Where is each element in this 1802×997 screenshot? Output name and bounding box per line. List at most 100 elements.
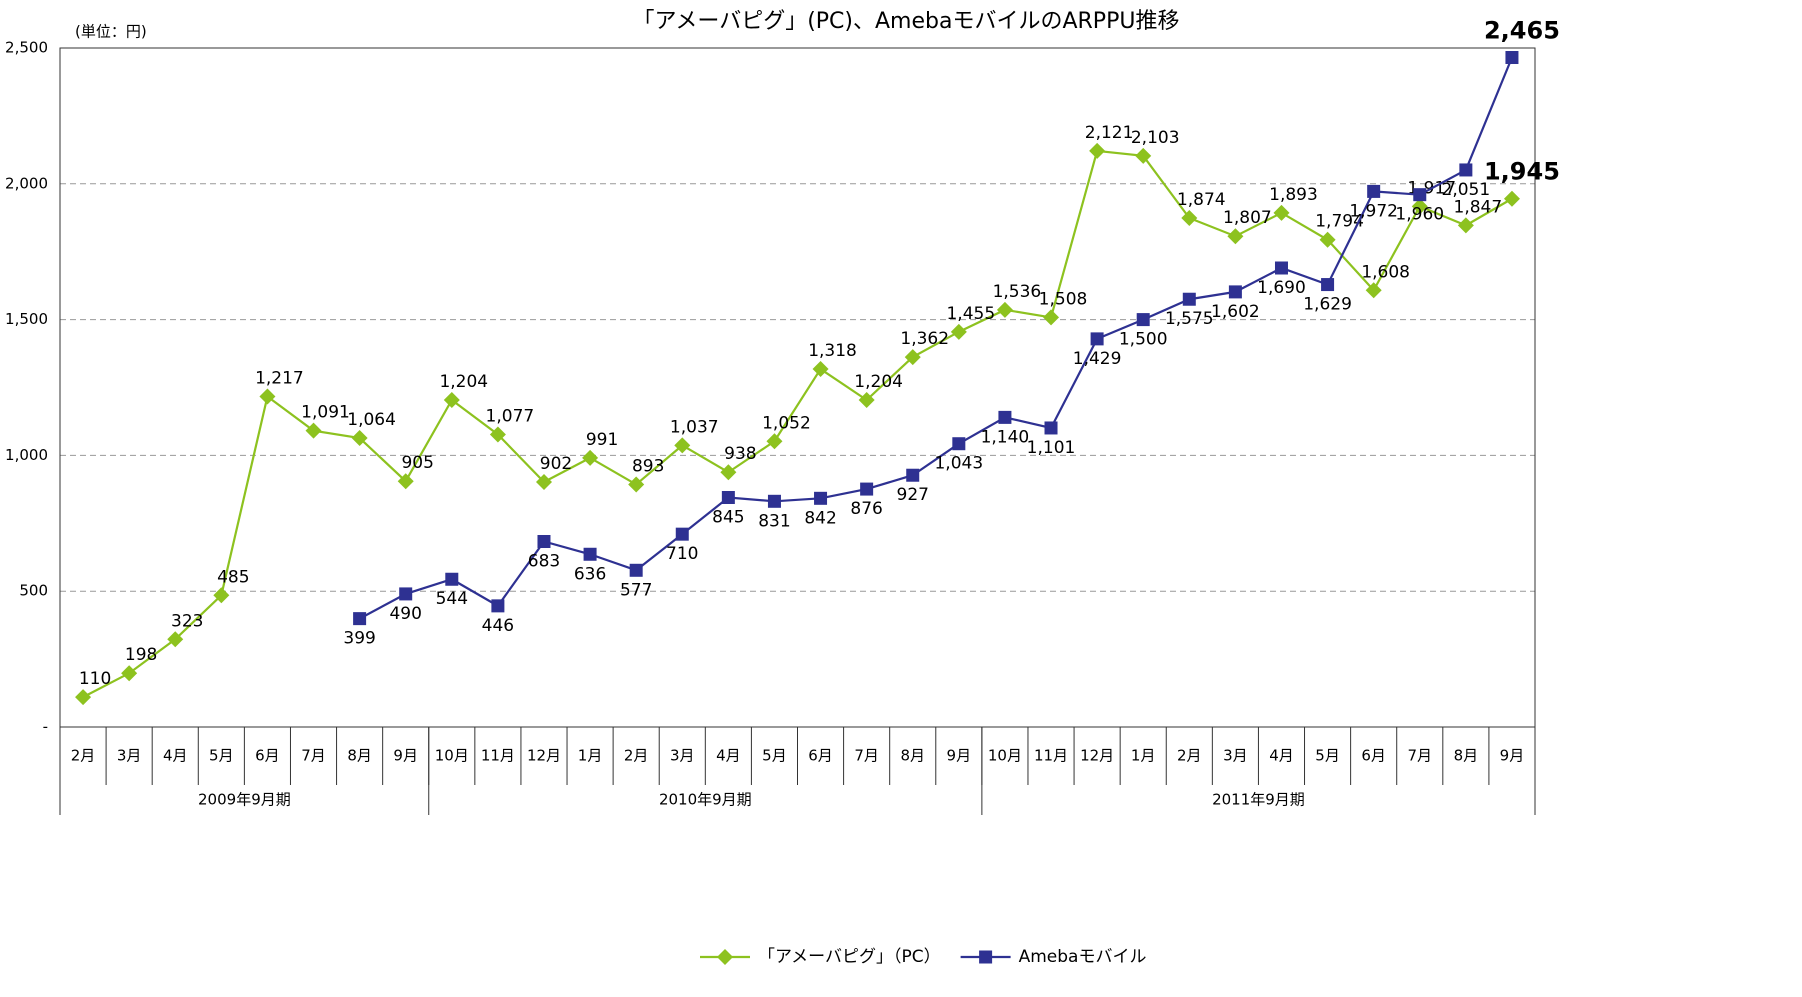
point-marker	[491, 599, 505, 613]
data-label: 1,972	[1349, 201, 1398, 221]
data-label: 1,037	[670, 417, 719, 437]
point-marker	[628, 476, 645, 493]
data-label: 1,043	[934, 454, 983, 474]
point-marker	[629, 563, 643, 577]
x-tick-label: 3月	[670, 747, 695, 765]
x-tick-label: 5月	[1315, 747, 1340, 765]
point-marker	[443, 391, 460, 408]
x-tick-label: 3月	[1223, 747, 1248, 765]
data-label: 1,101	[1027, 438, 1076, 458]
data-label: 876	[850, 499, 882, 519]
data-label: 905	[401, 453, 433, 473]
y-tick-label: -	[43, 718, 48, 736]
data-label: 902	[540, 454, 572, 474]
chart-title: 「アメーバピグ」(PC)、AmebaモバイルのARPPU推移	[633, 9, 1180, 34]
x-tick-label: 7月	[301, 747, 326, 765]
x-tick-label: 12月	[1080, 747, 1114, 765]
x-tick-label: 5月	[209, 747, 234, 765]
data-label: 1,608	[1361, 262, 1410, 282]
point-marker	[583, 547, 597, 561]
series-line	[82, 149, 1513, 699]
point-marker	[399, 587, 413, 601]
x-tick-label: 6月	[808, 747, 833, 765]
data-label: 683	[528, 551, 560, 571]
data-label: 446	[482, 616, 514, 636]
point-marker	[721, 490, 735, 504]
point-marker	[767, 494, 781, 508]
data-label: 544	[436, 589, 468, 609]
data-label: 490	[389, 604, 421, 624]
point-marker	[121, 665, 138, 682]
point-marker	[259, 388, 276, 405]
point-marker	[1505, 51, 1519, 65]
data-label: 2,051	[1442, 180, 1491, 200]
point-marker	[1089, 142, 1106, 159]
point-marker	[674, 437, 691, 454]
point-marker	[1136, 313, 1150, 327]
data-label: 831	[758, 511, 790, 531]
point-marker	[950, 323, 967, 340]
point-marker	[906, 468, 920, 482]
x-tick-label: 6月	[1361, 747, 1386, 765]
y-tick-label: 2,500	[5, 39, 48, 57]
point-marker	[675, 527, 689, 541]
point-marker	[351, 430, 368, 447]
data-label: 893	[632, 456, 664, 476]
unit-label: (単位：円)	[75, 23, 147, 41]
data-label: 1,874	[1177, 190, 1226, 210]
point-marker	[952, 437, 966, 451]
x-tick-label: 2月	[624, 747, 649, 765]
x-tick-label: 8月	[900, 747, 925, 765]
x-tick-label: 8月	[1454, 747, 1479, 765]
point-marker	[1365, 282, 1382, 299]
data-label: 110	[79, 669, 111, 689]
data-label: 1,893	[1269, 185, 1318, 205]
x-tick-label: 3月	[117, 747, 142, 765]
group-label: 2009年9月期	[198, 791, 291, 809]
data-label: 1,429	[1073, 349, 1122, 369]
point-marker	[397, 473, 414, 490]
point-marker	[1457, 217, 1474, 234]
x-tick-label: 11月	[481, 747, 515, 765]
x-tick-label: 10月	[988, 747, 1022, 765]
data-label: 1,140	[981, 427, 1030, 447]
point-marker	[535, 474, 552, 491]
point-marker	[998, 410, 1012, 424]
data-label: 1,508	[1039, 289, 1088, 309]
point-marker	[1459, 163, 1473, 177]
x-tick-label: 9月	[1500, 747, 1525, 765]
data-label: 1,629	[1303, 295, 1352, 315]
x-tick-label: 12月	[527, 747, 561, 765]
point-marker	[812, 361, 829, 378]
point-marker	[75, 689, 92, 706]
point-marker	[1411, 198, 1428, 215]
point-marker	[904, 349, 921, 366]
data-label: 1,690	[1257, 278, 1306, 298]
data-label: 1,077	[486, 406, 535, 426]
data-label: 991	[586, 430, 618, 450]
point-marker	[1181, 210, 1198, 227]
x-tick-label: 8月	[347, 747, 372, 765]
point-marker	[1228, 285, 1242, 299]
point-marker	[1043, 309, 1060, 326]
point-marker	[167, 631, 184, 648]
x-tick-label: 4月	[163, 747, 188, 765]
x-tick-label: 2月	[1177, 747, 1202, 765]
data-label: 1,091	[301, 403, 350, 423]
legend-label: Amebaモバイル	[1019, 947, 1147, 967]
data-label: 1,794	[1315, 212, 1364, 232]
x-tick-label: 4月	[1269, 747, 1294, 765]
point-marker	[213, 587, 230, 604]
data-label: 636	[574, 564, 606, 584]
data-label: 399	[343, 629, 375, 649]
data-label: 1,807	[1223, 208, 1272, 228]
data-label: 2,465	[1484, 17, 1560, 45]
data-label: 927	[897, 485, 929, 505]
point-marker	[1227, 228, 1244, 245]
group-label: 2010年9月期	[659, 791, 752, 809]
data-label: 323	[171, 611, 203, 631]
data-label: 1,575	[1165, 309, 1214, 329]
x-tick-label: 6月	[255, 747, 280, 765]
